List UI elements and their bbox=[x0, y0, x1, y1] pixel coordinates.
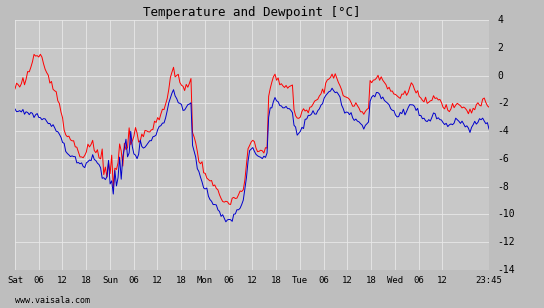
Text: -2: -2 bbox=[497, 98, 509, 108]
Text: -4: -4 bbox=[497, 126, 509, 136]
Text: -10: -10 bbox=[497, 209, 515, 219]
Text: www.vaisala.com: www.vaisala.com bbox=[15, 296, 90, 305]
Text: 0: 0 bbox=[497, 71, 503, 81]
Text: 2: 2 bbox=[497, 43, 503, 53]
Text: -6: -6 bbox=[497, 154, 509, 164]
Text: 4: 4 bbox=[497, 15, 503, 25]
Title: Temperature and Dewpoint [°C]: Temperature and Dewpoint [°C] bbox=[143, 6, 361, 19]
Text: -8: -8 bbox=[497, 182, 509, 192]
Text: -14: -14 bbox=[497, 265, 515, 275]
Text: -12: -12 bbox=[497, 237, 515, 247]
